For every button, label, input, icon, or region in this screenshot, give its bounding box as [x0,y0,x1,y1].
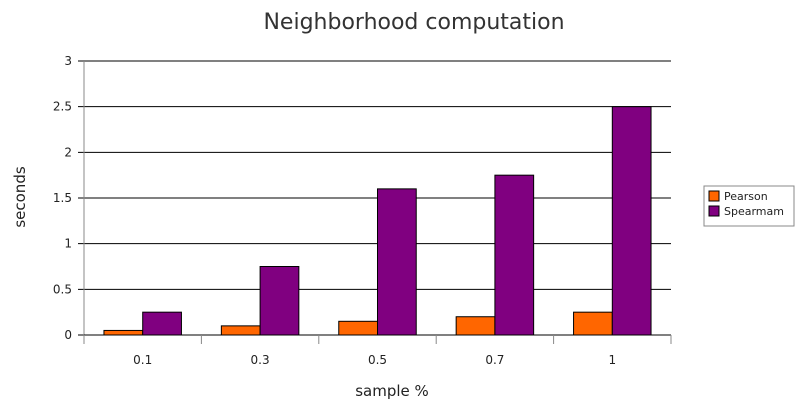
bar-spearmam [494,174,535,336]
x-axis-label: sample % [355,382,429,400]
legend: Pearson Spearmam [703,185,795,227]
legend-label-spearmam: Spearmam [724,205,784,218]
bar-pearson [103,329,144,336]
legend-label-pearson: Pearson [724,190,768,203]
y-tick-label: 2.5 [53,100,72,114]
y-tick-label: 1.5 [53,191,72,205]
y-tick-label: 0.5 [53,282,72,296]
bars [103,106,652,336]
gridlines [78,60,671,336]
bar-pearson [573,311,613,336]
y-tick-label: 1 [64,237,72,251]
x-tick-label: 0.1 [133,353,152,367]
x-tick-label: 0.7 [485,353,504,367]
y-tick-label: 3 [64,54,72,68]
legend-swatch-spearmam [708,205,720,217]
x-axis-ticks: 0.1 0.3 0.5 0.7 1 [83,335,672,367]
bar-spearmam [377,188,417,336]
bar-pearson [338,320,378,336]
y-axis-ticks: 0 0.5 1 1.5 2 2.5 3 [53,54,72,342]
legend-swatch-pearson [708,190,720,202]
bar-pearson [220,325,261,336]
bar-pearson [455,316,496,336]
bar-spearmam [611,106,652,336]
y-axis-label: seconds [11,166,29,227]
x-tick-label: 0.5 [368,353,387,367]
bar-spearmam [259,266,300,336]
chart-title: Neighborhood computation [263,10,564,35]
y-tick-label: 2 [64,145,72,159]
x-tick-label: 1 [608,353,616,367]
bar-spearmam [142,311,182,336]
x-tick-label: 0.3 [251,353,270,367]
y-tick-label: 0 [64,328,72,342]
